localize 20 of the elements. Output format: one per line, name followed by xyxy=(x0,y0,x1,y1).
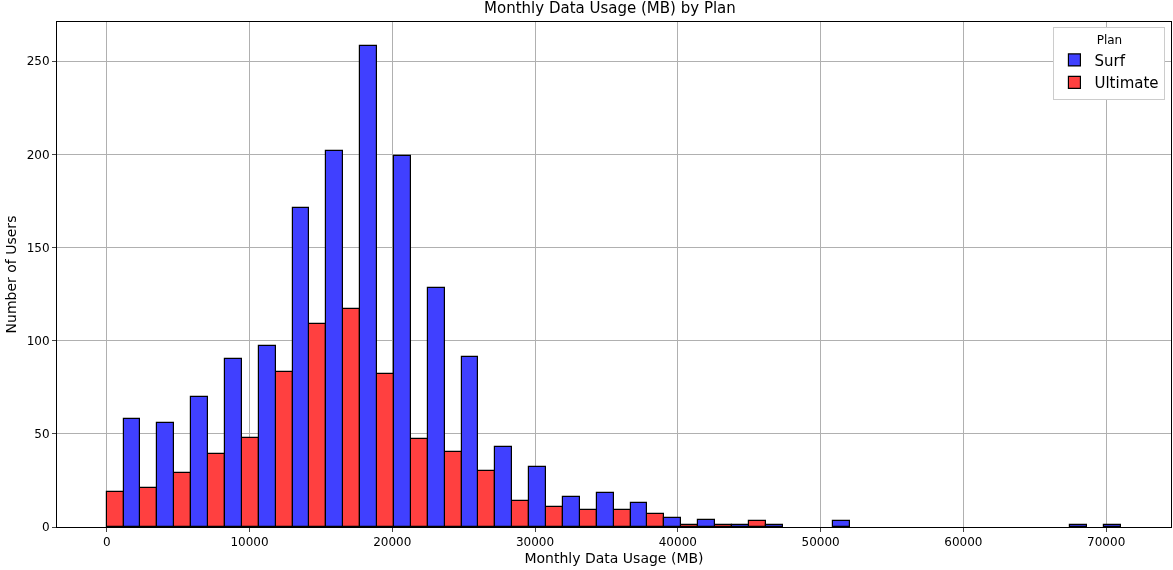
x-tick-label: 0 xyxy=(102,535,111,550)
x-tick-label: 40000 xyxy=(658,535,697,550)
y-tick-label: 0 xyxy=(41,520,50,535)
x-tick-label: 70000 xyxy=(1087,535,1126,550)
y-tick-label: 250 xyxy=(26,54,50,69)
legend-label: Ultimate xyxy=(1094,74,1159,93)
x-tick-label: 50000 xyxy=(801,535,840,550)
y-tick-label: 100 xyxy=(26,333,50,348)
legend-title: Plan xyxy=(1096,32,1123,47)
x-tick-label: 30000 xyxy=(515,535,555,550)
y-axis-title: Number of Users xyxy=(3,215,20,334)
x-tick-label: 10000 xyxy=(230,535,269,550)
y-tick-label: 50 xyxy=(34,427,50,442)
x-tick-label: 60000 xyxy=(944,535,983,550)
legend-label: Surf xyxy=(1094,51,1126,70)
x-axis-title: Monthly Data Usage (MB) xyxy=(524,549,704,566)
x-tick-label: 20000 xyxy=(373,535,412,550)
y-tick-label: 150 xyxy=(26,240,50,255)
y-tick-label: 200 xyxy=(26,147,50,162)
chart-title: Monthly Data Usage (MB) by Plan xyxy=(484,0,736,18)
